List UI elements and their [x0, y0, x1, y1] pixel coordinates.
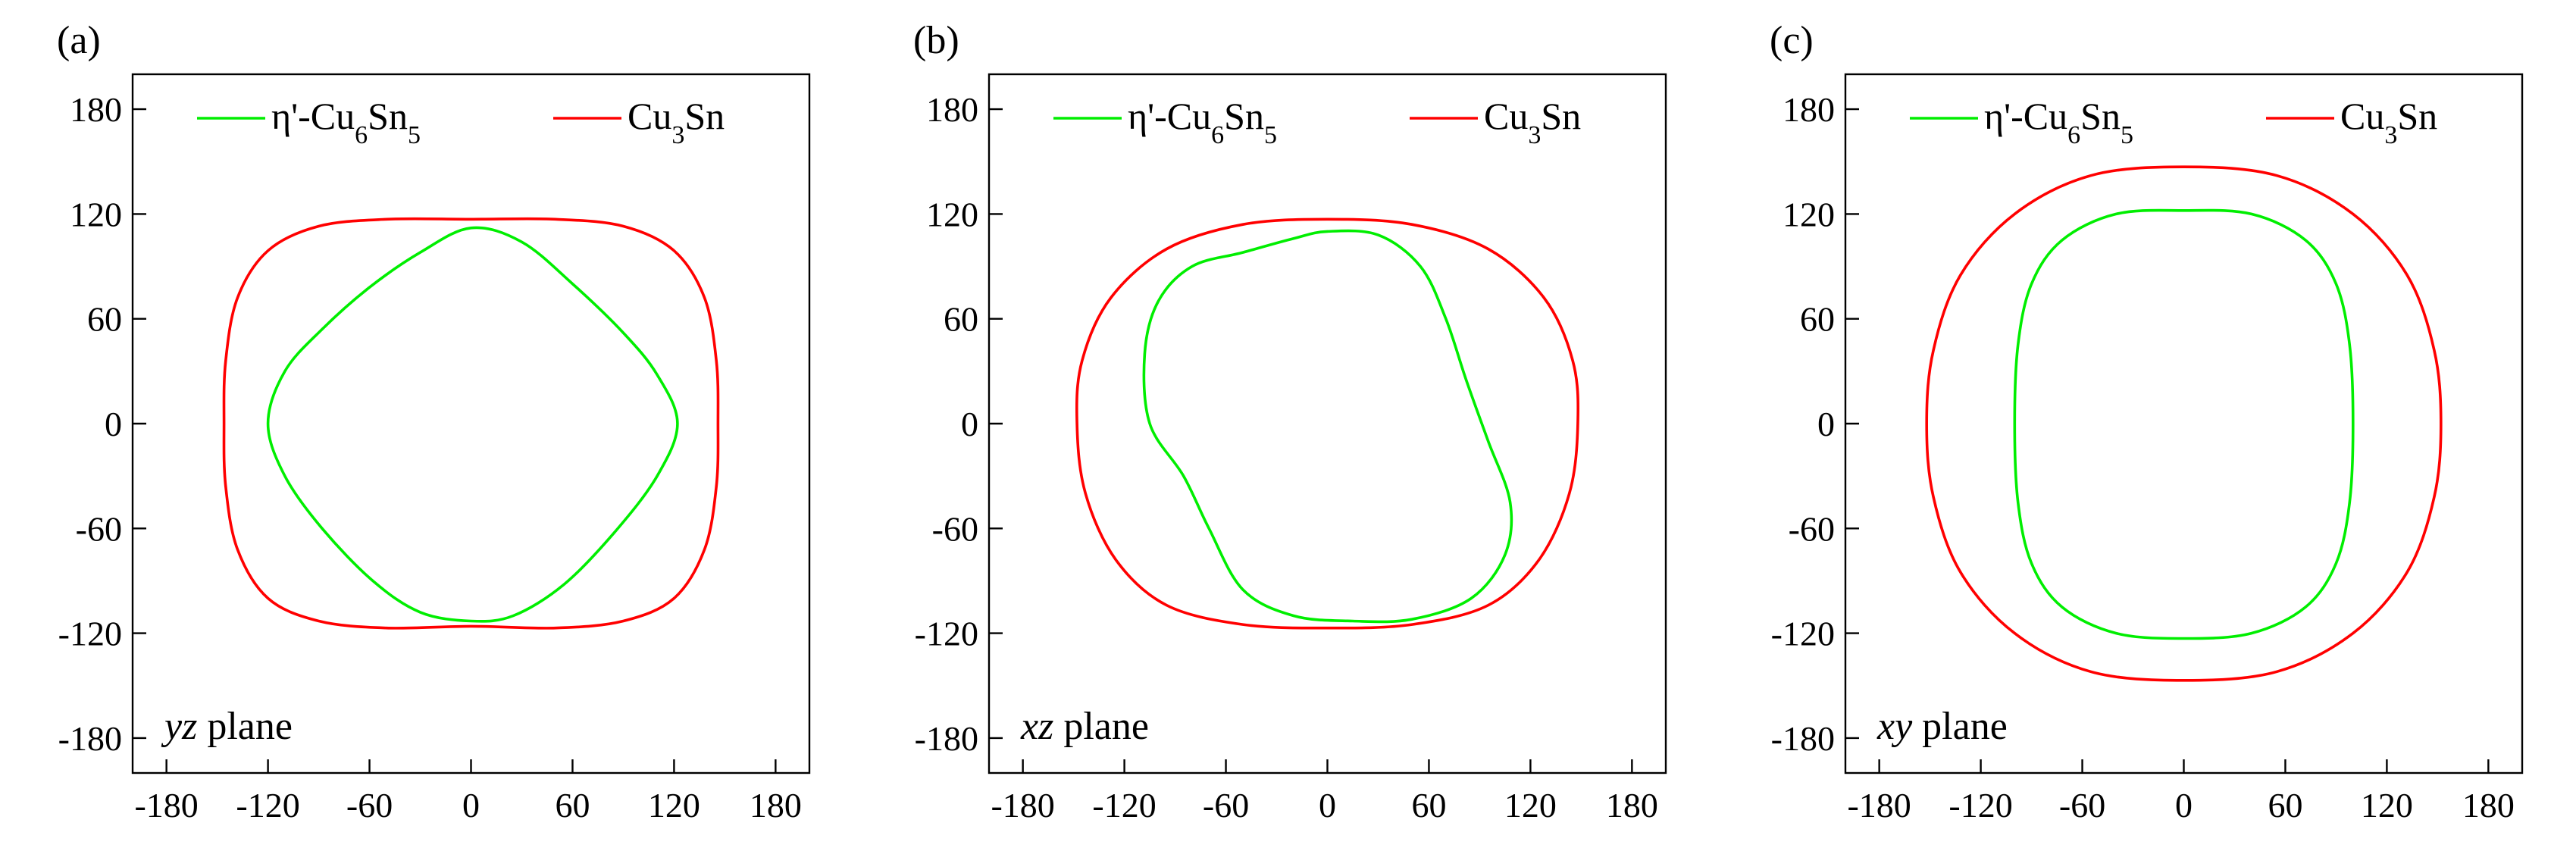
y-tick-label: 0 [105, 405, 122, 443]
x-tick-label: 0 [2175, 786, 2193, 825]
series-eta-cu6sn5-curve [266, 226, 679, 623]
legend-label-eta-cu6sn5: η'-Cu6Sn5 [271, 95, 421, 149]
series-cu3sn-curve [222, 217, 720, 630]
x-tick-label: 180 [750, 786, 802, 825]
y-tick-label: -60 [1789, 509, 1835, 548]
axes-frame [131, 73, 811, 774]
panel-xz: (b) -180 -120 -60 0 60 120 180 -180 -120 -60 0 60 120… [913, 19, 1667, 825]
legend-label-cu3sn: Cu3Sn [628, 95, 725, 149]
y-tick-label: -180 [915, 719, 978, 758]
legend-label-eta-cu6sn5: η'-Cu6Sn5 [1128, 95, 1277, 149]
series-eta-cu6sn5-curve [2013, 208, 2355, 640]
panel-xy: (c) -180 -120 -60 0 60 120 180 -180 -120 -60 0 60 120… [1770, 19, 2524, 825]
axes-frame [988, 73, 1667, 774]
x-tick-label: 0 [1319, 786, 1336, 825]
x-tick-label: 180 [1606, 786, 1658, 825]
plane-annotation: yz plane [161, 705, 293, 748]
y-tick-label: -180 [58, 719, 122, 758]
y-tick-label: -60 [932, 509, 978, 548]
series-eta-cu6sn5-curve [1142, 229, 1513, 624]
legend-label-cu3sn: Cu3Sn [1484, 95, 1581, 149]
series-cu3sn-curve [1925, 165, 2443, 682]
y-tick-label: 180 [1783, 90, 1835, 129]
x-tick-label: -60 [346, 786, 393, 825]
x-tick-label: -60 [2059, 786, 2105, 825]
y-tick-label: 180 [70, 90, 122, 129]
panel-label: (c) [1770, 19, 1814, 62]
y-tick-label: -120 [58, 615, 122, 653]
y-tick-label: 0 [1817, 405, 1835, 443]
x-tick-label: -180 [134, 786, 198, 825]
y-tick-label: -60 [76, 509, 122, 548]
x-tick-label: -180 [991, 786, 1054, 825]
y-tick-label: 60 [87, 300, 122, 339]
panel-yz: (a) -180 -120 -60 0 60 120 180 -180 -120 -60 0 60 120… [57, 19, 811, 825]
x-tick-label: 120 [1504, 786, 1557, 825]
y-tick-label: -120 [915, 615, 978, 653]
plane-annotation: xz plane [1020, 705, 1149, 748]
y-tick-label: 180 [926, 90, 978, 129]
y-tick-label: -180 [1771, 719, 1835, 758]
x-tick-label: 120 [2361, 786, 2413, 825]
panel-label: (b) [913, 19, 959, 62]
x-tick-label: -120 [1948, 786, 2012, 825]
x-tick-label: 60 [2268, 786, 2302, 825]
y-tick-label: 60 [944, 300, 978, 339]
x-tick-label: -120 [236, 786, 299, 825]
plane-annotation: xy plane [1876, 705, 2008, 748]
y-tick-label: -120 [1771, 615, 1835, 653]
x-tick-label: -180 [1847, 786, 1911, 825]
panel-label: (a) [57, 19, 101, 62]
axes-frame [1844, 73, 2524, 774]
series-cu3sn-curve [1075, 217, 1580, 630]
x-tick-label: -60 [1203, 786, 1249, 825]
y-tick-label: 0 [961, 405, 978, 443]
x-tick-label: 180 [2462, 786, 2515, 825]
x-tick-label: -120 [1092, 786, 1156, 825]
y-tick-label: 60 [1800, 300, 1835, 339]
x-tick-label: 60 [1411, 786, 1446, 825]
x-tick-label: 60 [555, 786, 590, 825]
x-tick-label: 120 [648, 786, 700, 825]
y-tick-label: 120 [1783, 195, 1835, 233]
y-tick-label: 120 [70, 195, 122, 233]
y-tick-label: 120 [926, 195, 978, 233]
x-tick-label: 0 [462, 786, 480, 825]
legend-label-eta-cu6sn5: η'-Cu6Sn5 [1984, 95, 2133, 149]
legend-label-cu3sn: Cu3Sn [2340, 95, 2437, 149]
